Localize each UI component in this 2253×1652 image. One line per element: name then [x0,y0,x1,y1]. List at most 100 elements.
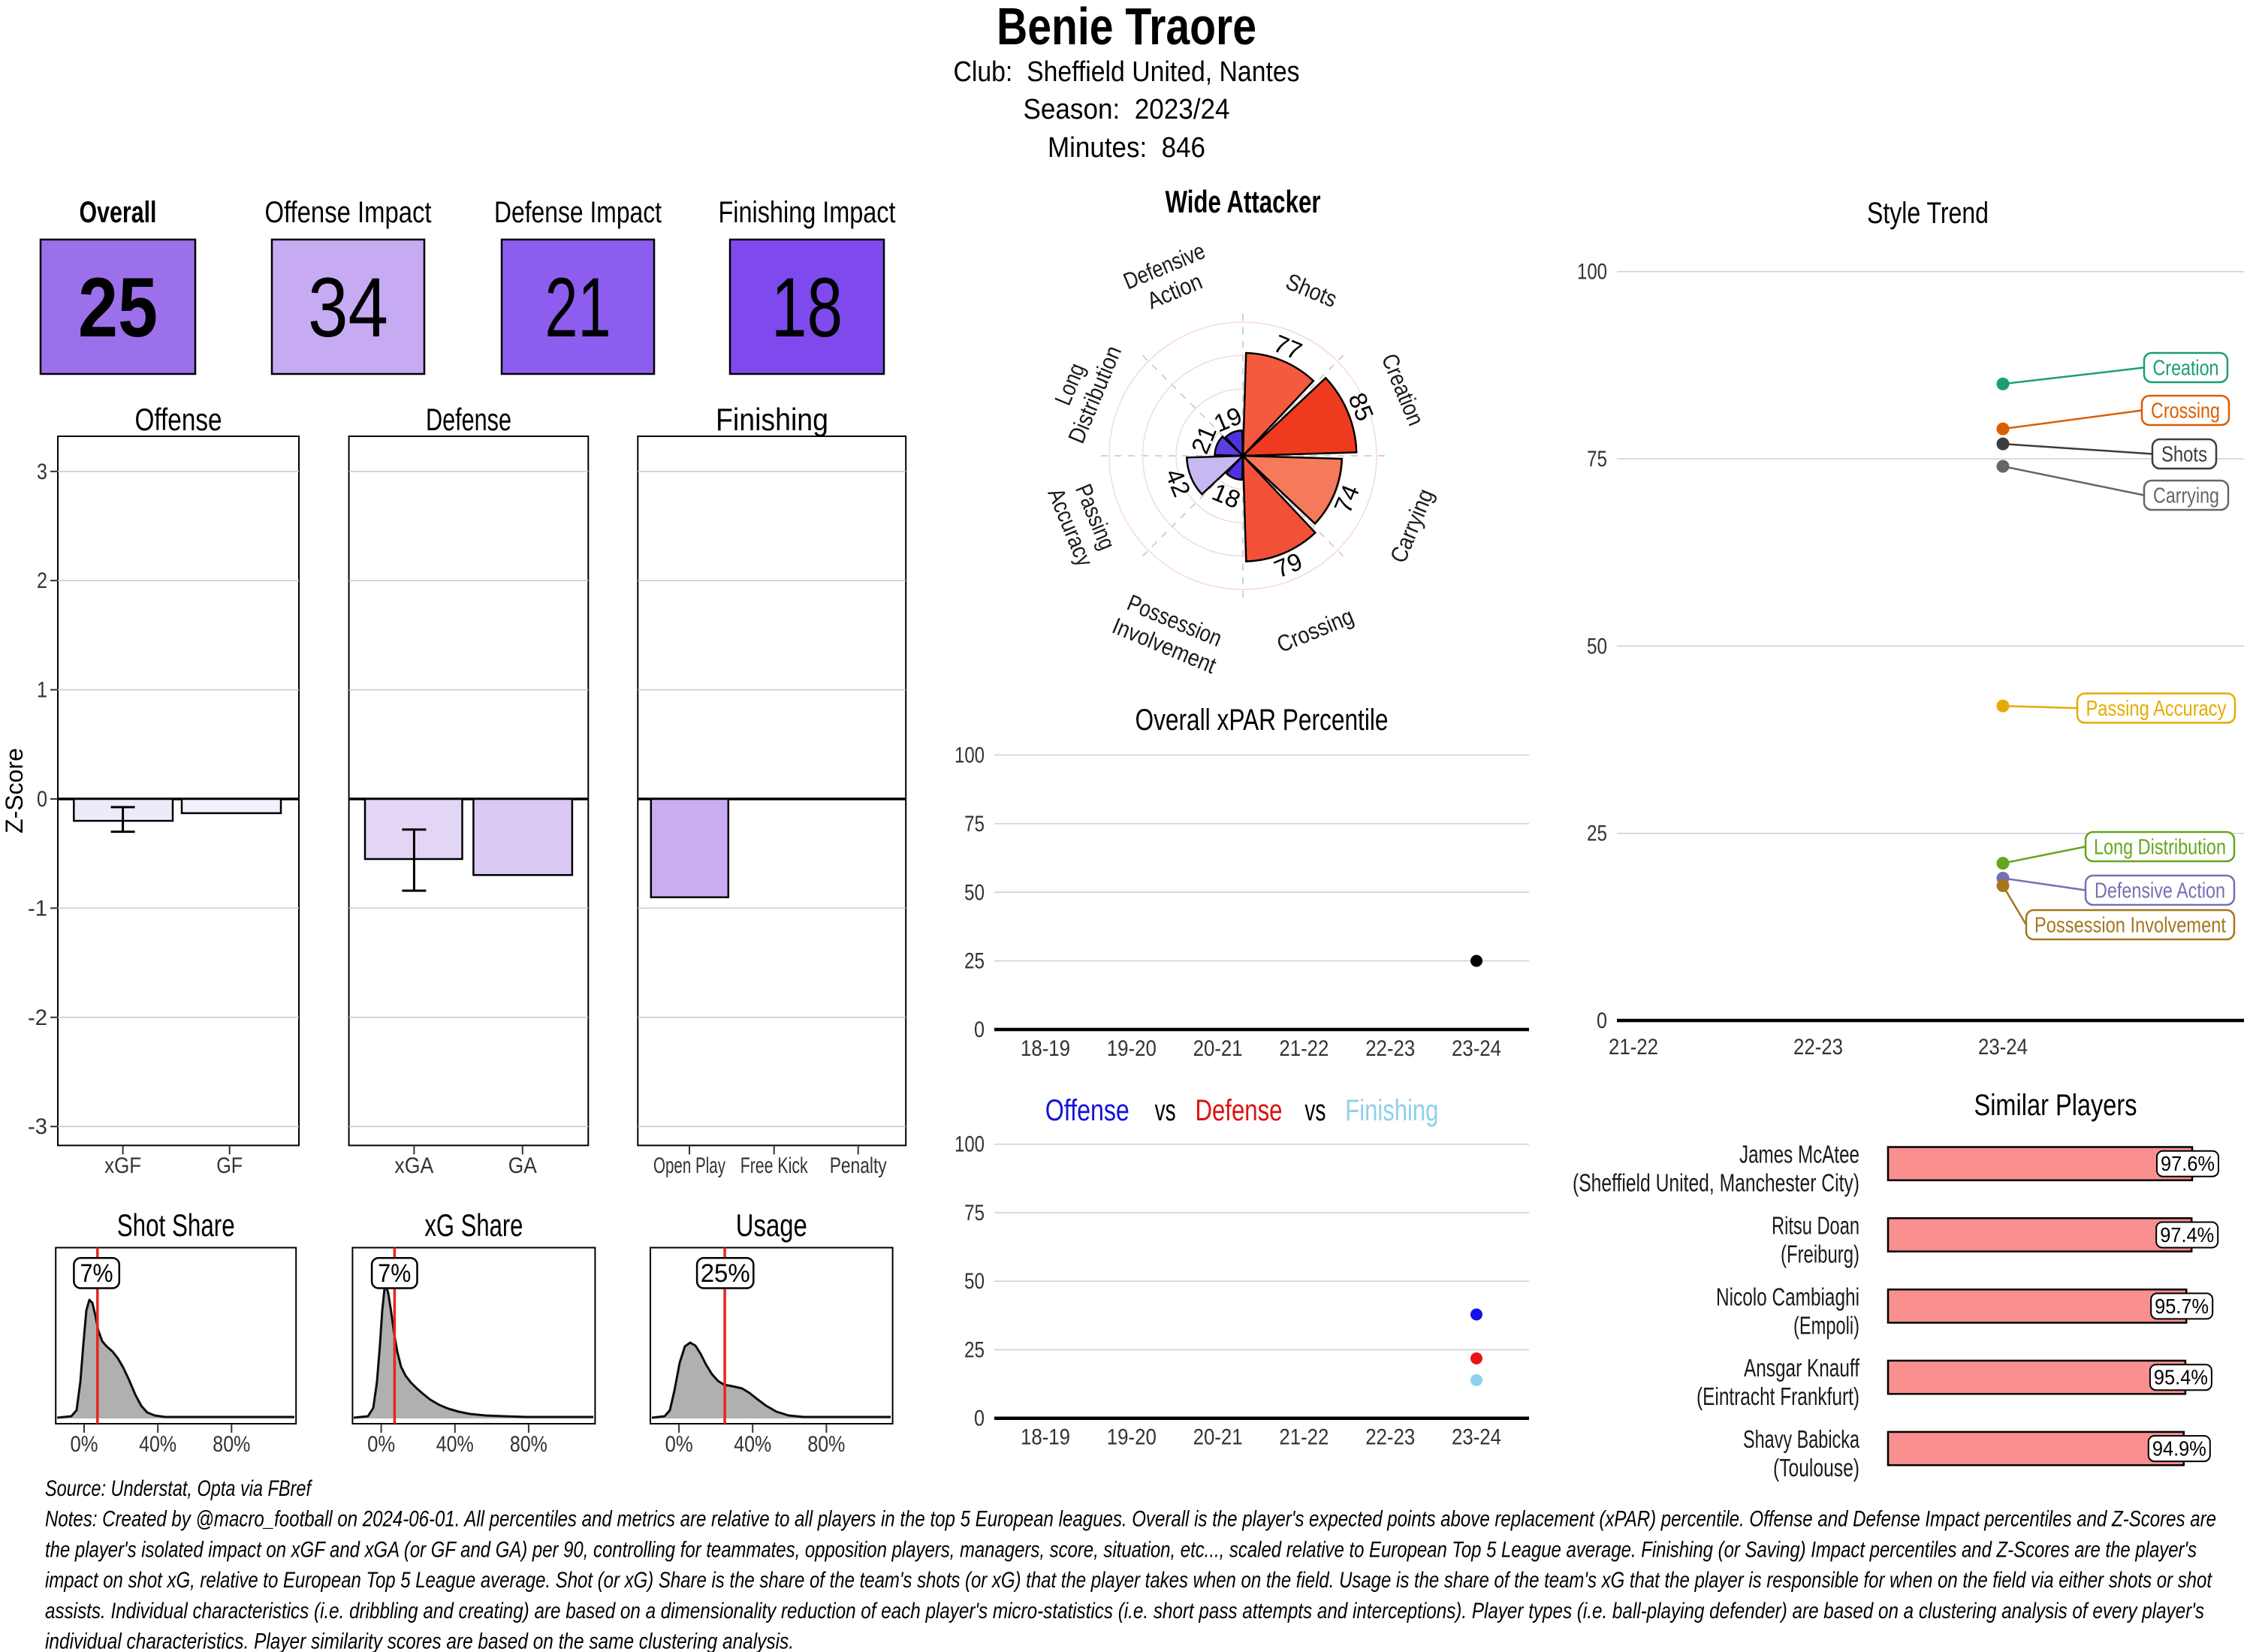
svg-text:25: 25 [964,949,985,974]
svg-text:Defensive Action: Defensive Action [2095,879,2225,903]
svg-text:xGA: xGA [394,1153,433,1178]
svg-text:assists. Individual characteri: assists. Individual characteristics (i.e… [45,1599,2204,1623]
svg-text:Season: 2023/24: Season: 2023/24 [1024,94,1230,125]
svg-text:the player's isolated impact o: the player's isolated impact on xGF and … [45,1537,2197,1562]
svg-text:Benie Traore: Benie Traore [997,0,1256,56]
svg-text:3: 3 [37,460,47,484]
svg-text:95.4%: 95.4% [2154,1366,2208,1389]
svg-text:xG Share: xG Share [424,1207,523,1243]
svg-text:individual characteristics. Pl: individual characteristics. Player simil… [45,1629,794,1652]
svg-text:25: 25 [964,1337,985,1362]
svg-text:Creation: Creation [2153,357,2219,381]
svg-text:Passing Accuracy: Passing Accuracy [2086,697,2227,721]
svg-text:Source: Understat, Opta via FB: Source: Understat, Opta via FBref [45,1476,312,1501]
svg-text:80%: 80% [510,1432,547,1457]
svg-text:Finishing Impact: Finishing Impact [719,196,896,229]
svg-text:40%: 40% [139,1432,176,1457]
svg-text:-2: -2 [28,1005,47,1030]
svg-text:Finishing: Finishing [1345,1094,1438,1127]
svg-text:vs: vs [1304,1094,1326,1127]
svg-text:vs: vs [1155,1094,1176,1127]
svg-text:0: 0 [37,787,47,812]
svg-text:25: 25 [1587,821,1607,846]
svg-text:Wide Attacker: Wide Attacker [1166,184,1321,219]
svg-text:22-23: 22-23 [1365,1425,1415,1450]
svg-text:100: 100 [955,743,985,768]
svg-text:0%: 0% [665,1432,693,1457]
svg-text:75: 75 [1587,447,1607,472]
svg-text:Defense: Defense [426,402,511,437]
svg-text:50: 50 [964,1269,985,1294]
svg-text:xGF: xGF [104,1153,141,1178]
svg-text:Offense: Offense [1045,1094,1130,1127]
svg-text:19-20: 19-20 [1107,1036,1157,1061]
svg-text:impact on shot xG, relative to: impact on shot xG, relative to European … [45,1568,2212,1593]
svg-text:Nicolo Cambiaghi: Nicolo Cambiaghi [1716,1283,1859,1310]
svg-text:23-24: 23-24 [1452,1425,1501,1450]
svg-text:1: 1 [37,678,47,703]
svg-text:94.9%: 94.9% [2152,1437,2206,1461]
svg-text:Overall: Overall [80,196,157,229]
svg-text:Offense Impact: Offense Impact [265,196,432,229]
svg-text:21-22: 21-22 [1279,1036,1329,1061]
svg-text:95.7%: 95.7% [2155,1295,2209,1318]
svg-text:Offense: Offense [135,402,222,437]
svg-text:Ansgar Knauff: Ansgar Knauff [1744,1354,1860,1382]
svg-text:0: 0 [974,1017,985,1042]
svg-text:20-21: 20-21 [1193,1036,1243,1061]
svg-text:Similar Players: Similar Players [1974,1089,2137,1122]
svg-text:(Freiburg): (Freiburg) [1781,1241,1859,1268]
svg-text:75: 75 [964,812,985,837]
svg-text:97.4%: 97.4% [2160,1223,2214,1247]
svg-text:-1: -1 [28,896,47,921]
svg-text:50: 50 [964,880,985,905]
svg-text:0%: 0% [71,1432,98,1457]
svg-text:Defense Impact: Defense Impact [494,196,662,229]
svg-text:Z-Score: Z-Score [1,748,28,834]
svg-text:Shot Share: Shot Share [117,1207,235,1243]
svg-text:34: 34 [308,261,388,354]
svg-text:Long Distribution: Long Distribution [2094,836,2226,860]
svg-text:80%: 80% [213,1432,250,1457]
svg-text:0: 0 [1597,1008,1607,1033]
svg-text:(Toulouse): (Toulouse) [1773,1454,1859,1482]
svg-text:23-24: 23-24 [1978,1035,2028,1060]
svg-text:20-21: 20-21 [1193,1425,1243,1450]
svg-text:18-19: 18-19 [1021,1036,1070,1061]
svg-text:James McAtee: James McAtee [1739,1141,1859,1168]
svg-text:80%: 80% [807,1432,845,1457]
svg-text:22-23: 22-23 [1365,1036,1415,1061]
svg-text:Minutes: 846: Minutes: 846 [1048,132,1205,164]
svg-text:25%: 25% [701,1259,750,1288]
svg-text:Penalty: Penalty [830,1153,887,1178]
svg-text:25: 25 [78,261,158,354]
svg-text:Shavy Babicka: Shavy Babicka [1743,1425,1859,1453]
svg-text:Notes: Created by @macro_footb: Notes: Created by @macro_football on 202… [45,1507,2216,1532]
svg-text:18: 18 [771,261,843,354]
svg-text:0%: 0% [367,1432,395,1457]
svg-text:23-24: 23-24 [1452,1036,1501,1061]
svg-text:21-22: 21-22 [1609,1035,1658,1060]
svg-text:GF: GF [216,1153,243,1178]
svg-text:GA: GA [508,1153,537,1178]
svg-text:100: 100 [955,1132,985,1157]
svg-text:0: 0 [974,1406,985,1431]
svg-text:Club: Sheffield United, Nante: Club: Sheffield United, Nantes [954,56,1300,88]
svg-text:Ritsu Doan: Ritsu Doan [1772,1212,1859,1240]
svg-text:50: 50 [1587,634,1607,659]
svg-text:40%: 40% [436,1432,474,1457]
svg-text:7%: 7% [80,1259,113,1288]
svg-text:Free Kick: Free Kick [740,1153,809,1178]
svg-text:18-19: 18-19 [1021,1425,1070,1450]
svg-text:75: 75 [964,1201,985,1225]
svg-text:7%: 7% [378,1259,411,1288]
svg-text:40%: 40% [734,1432,771,1457]
svg-text:Possession Involvement: Possession Involvement [2034,914,2226,938]
svg-text:22-23: 22-23 [1793,1035,1843,1060]
svg-text:Finishing: Finishing [716,402,828,437]
svg-text:(Empoli): (Empoli) [1793,1311,1859,1339]
svg-text:Open Play: Open Play [653,1153,725,1178]
svg-text:21: 21 [545,261,611,354]
svg-text:100: 100 [1577,260,1607,285]
svg-text:19-20: 19-20 [1107,1425,1157,1450]
